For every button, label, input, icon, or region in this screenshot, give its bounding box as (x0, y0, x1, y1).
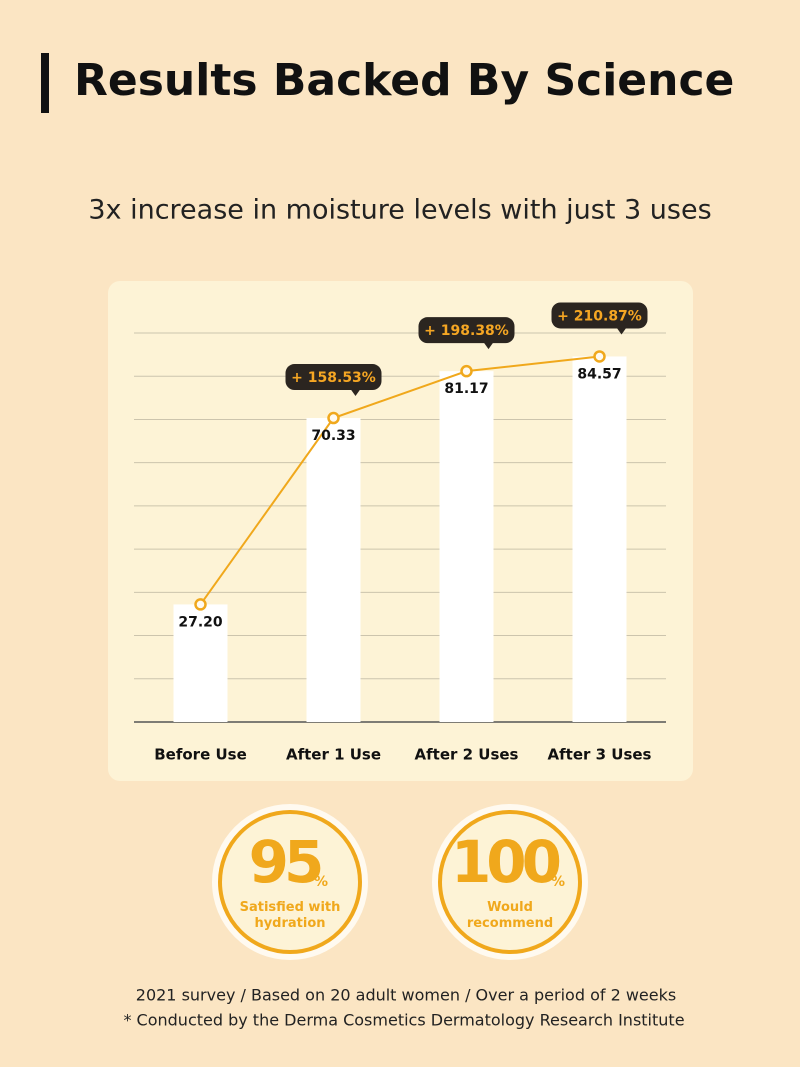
badge-label: Satisfied with hydration (240, 900, 341, 931)
point (194, 598, 207, 611)
point (593, 350, 606, 363)
bar (173, 604, 228, 722)
bar (572, 356, 627, 722)
trend-line (199, 355, 600, 606)
value-label: 70.33 (311, 428, 355, 444)
bar (306, 418, 361, 722)
badge-label-line: hydration (254, 916, 325, 931)
x-tick-label: After 3 Uses (548, 746, 652, 764)
badge-value: 100 (451, 828, 560, 896)
badge-label-line: recommend (467, 916, 553, 931)
bar (439, 371, 494, 722)
annotation: + 198.38% (424, 323, 509, 339)
chart-card (108, 281, 693, 781)
annotation-bubble (285, 364, 382, 391)
x-tick-label: After 1 Use (286, 746, 381, 764)
annotation-pointer (616, 327, 627, 335)
badge-ring (218, 810, 362, 954)
x-tick-label: Before Use (154, 746, 247, 764)
x-tick-label: After 2 Uses (415, 746, 519, 764)
annotation: + 158.53% (291, 370, 376, 386)
annotation-bubble (418, 317, 515, 344)
badge-label: Would recommend (467, 900, 553, 931)
badge-unit: % (314, 874, 328, 890)
subtitle: 3x increase in moisture levels with just… (88, 195, 711, 226)
point (460, 364, 473, 378)
annotation: + 210.87% (557, 308, 642, 324)
badge-unit: % (551, 874, 565, 890)
value-label: 84.57 (577, 366, 621, 382)
badges: 95% Satisfied with hydration 100% Would recom… (212, 804, 588, 960)
footnote: 2021 survey / Based on 20 adult women / … (136, 986, 676, 1005)
value-label: 27.20 (178, 614, 223, 630)
point (327, 411, 340, 425)
annotation-pointer (350, 389, 361, 397)
value-label: 81.17 (444, 381, 488, 397)
badge-value: 95 (249, 828, 321, 896)
title-bar (41, 53, 49, 113)
annotation-bubble (551, 302, 648, 329)
title: Results Backed By Science (74, 55, 734, 106)
footnote: * Conducted by the Derma Cosmetics Derma… (123, 1011, 684, 1030)
annotation-pointer (483, 342, 494, 350)
badge-label-line: Satisfied with (240, 900, 341, 915)
badge-ring (438, 810, 582, 954)
badge-label-line: Would (487, 900, 533, 915)
